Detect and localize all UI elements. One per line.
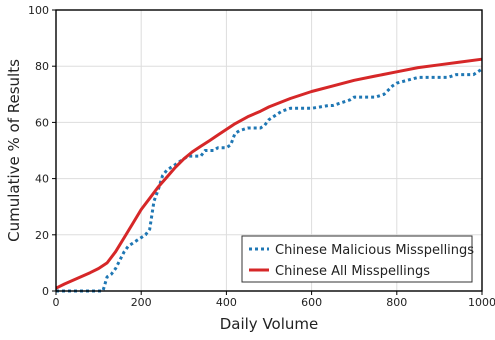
- y-tick-label-3: 60: [35, 116, 49, 129]
- legend-label-malicious: Chinese Malicious Misspellings: [275, 243, 474, 258]
- legend: Chinese Malicious Misspellings Chinese A…: [241, 235, 474, 283]
- y-tick-label-2: 40: [35, 173, 49, 186]
- x-tick-label-3: 600: [301, 296, 322, 309]
- legend-box: [241, 235, 473, 283]
- plot-frame: [55, 9, 483, 292]
- y-tick-label-1: 20: [35, 229, 49, 242]
- x-tick-label-1: 200: [131, 296, 152, 309]
- series-layer: [55, 57, 483, 293]
- ticks: 0 200 400 600 800 1000 0 20 40 60 80 100: [28, 4, 495, 309]
- x-tick-label-5: 1000: [468, 296, 495, 309]
- x-tick-label-4: 800: [386, 296, 407, 309]
- series-line-all: [55, 57, 483, 290]
- y-tick-label-5: 100: [28, 4, 49, 17]
- y-tick-label-0: 0: [42, 285, 49, 298]
- legend-label-all: Chinese All Misspellings: [275, 264, 430, 279]
- x-axis-label: Daily Volume: [220, 315, 319, 333]
- x-tick-label-0: 0: [53, 296, 60, 309]
- series-line-malicious: [56, 67, 483, 293]
- y-tick-label-4: 80: [35, 60, 49, 73]
- x-tick-label-2: 400: [216, 296, 237, 309]
- y-axis-label: Cumulative % of Results: [5, 59, 23, 242]
